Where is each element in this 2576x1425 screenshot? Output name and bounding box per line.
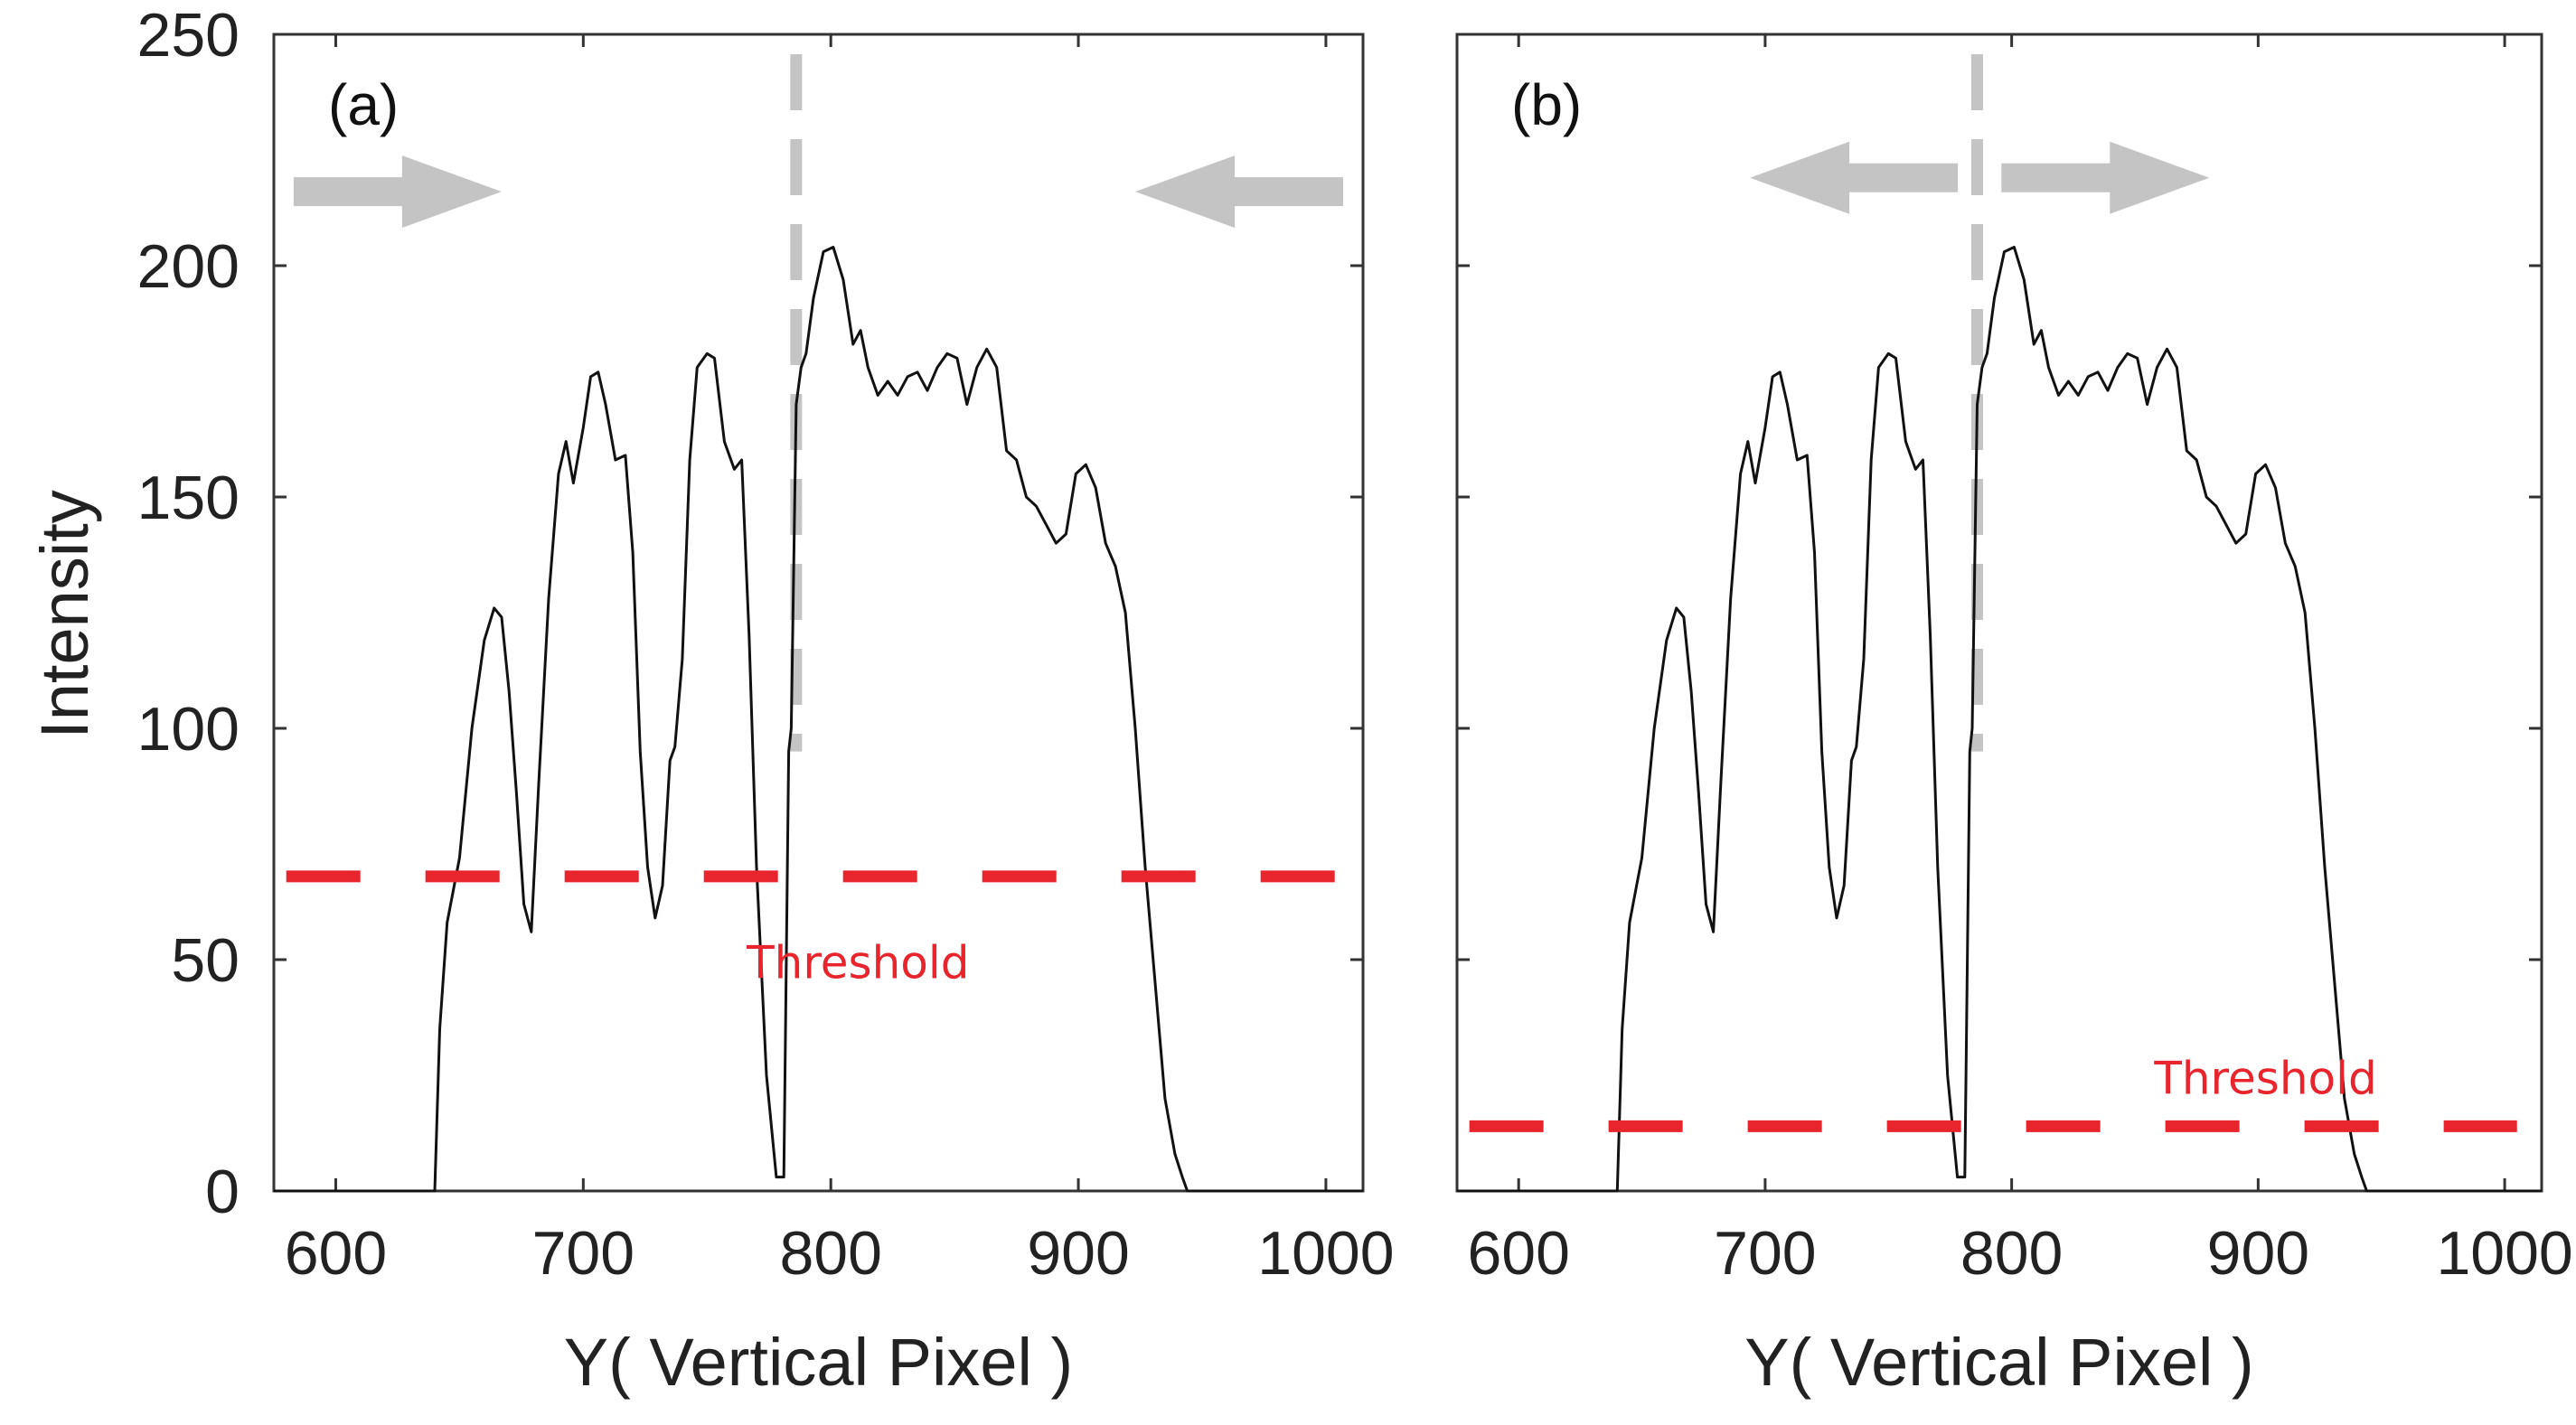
- panel-a-arrow-right-icon: [293, 155, 502, 229]
- panel-a-xtick-label: 800: [779, 1219, 881, 1288]
- panel-b-xtick-label: 600: [1467, 1219, 1569, 1288]
- panel-a-threshold-label: Threshold: [746, 936, 969, 989]
- panel-b-axes-frame: [1455, 33, 2543, 1193]
- panel-b-arrow-left-icon: [1750, 141, 1959, 214]
- panel-b-xtick-label: 800: [1960, 1219, 2063, 1288]
- panel-a-series-line: [274, 246, 1363, 1193]
- panel-b-xtick-label: 900: [2207, 1219, 2309, 1288]
- panel-a-xtick-label: 700: [532, 1219, 635, 1288]
- panel-a-ytick-label: 50: [171, 926, 240, 995]
- panel-b-arrow-right-icon: [2001, 141, 2210, 214]
- panel-a-x-axis-label: Y( Vertical Pixel ): [564, 1325, 1073, 1400]
- panel-a-axes-frame: [272, 33, 1365, 1193]
- panel-b: 600 700 800 900 1000 Y( Vertical Pixel ) (b) Th…: [1455, 33, 2573, 1400]
- panel-a-ytick-label: 100: [137, 695, 240, 764]
- y-axis-label: Intensity: [27, 490, 102, 739]
- panel-b-panel-label: (b): [1511, 72, 1582, 137]
- panel-b-threshold-label: Threshold: [2153, 1052, 2376, 1104]
- panel-a-ytick-label: 250: [137, 1, 240, 70]
- panel-a-xtick-label: 600: [285, 1219, 387, 1288]
- panel-a: 0 50 100 150 200 250 600 700 800 900 1000 Y( Vertic…: [137, 1, 1395, 1400]
- panel-a-xtick-label: 1000: [1257, 1219, 1394, 1288]
- panel-b-x-axis-label: Y( Vertical Pixel ): [1744, 1325, 2253, 1400]
- panel-a-panel-label: (a): [328, 72, 399, 137]
- panel-a-ytick-label: 200: [137, 232, 240, 301]
- panel-a-arrow-left-icon: [1135, 155, 1344, 229]
- panel-b-xtick-label: 1000: [2436, 1219, 2572, 1288]
- panel-a-ytick-label: 150: [137, 464, 240, 532]
- panel-b-xtick-label: 700: [1714, 1219, 1816, 1288]
- panel-a-ytick-label: 0: [205, 1158, 240, 1226]
- panel-a-xtick-label: 900: [1027, 1219, 1129, 1288]
- panel-b-series-line: [1457, 246, 2542, 1193]
